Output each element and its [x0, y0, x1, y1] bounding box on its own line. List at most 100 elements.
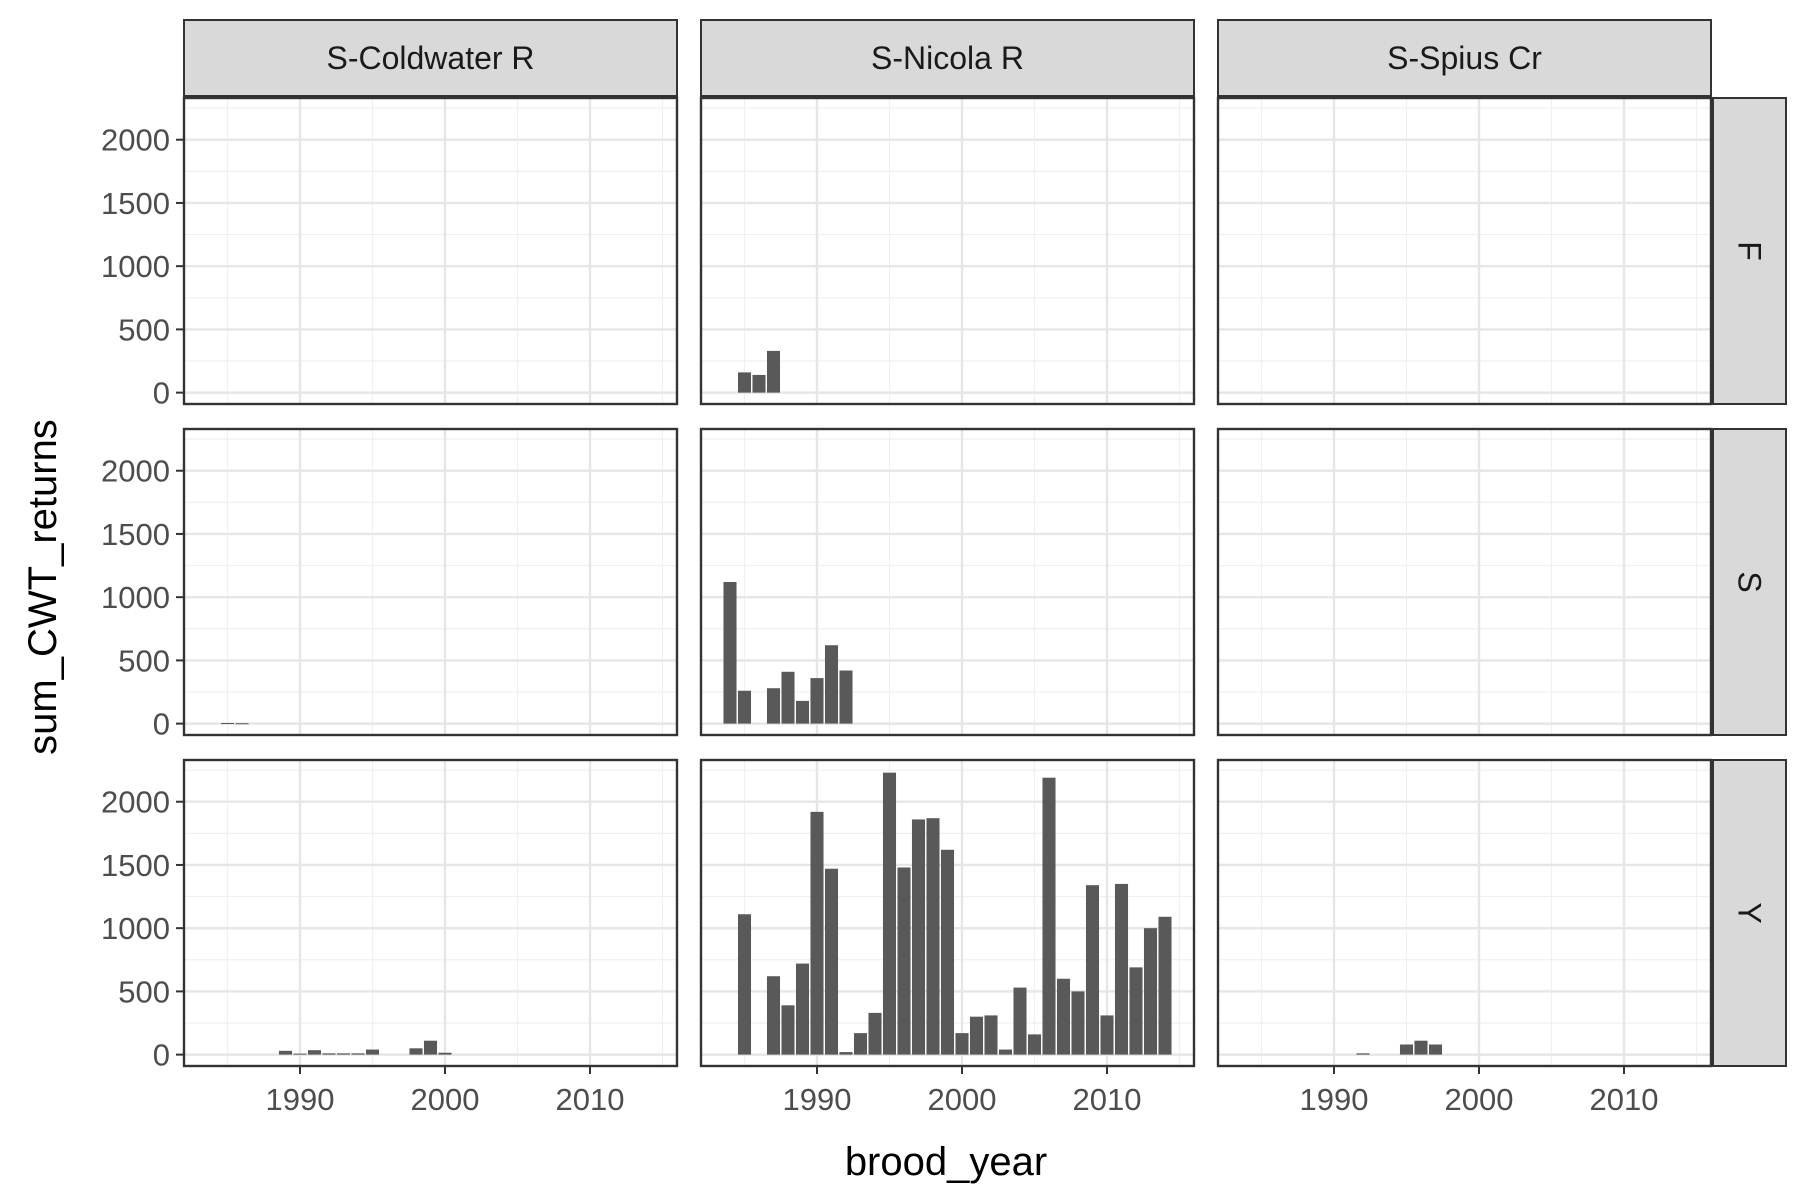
bar	[278, 1050, 293, 1055]
panel-border	[182, 758, 679, 1068]
y-tick-label: 1000	[101, 911, 170, 946]
bar	[723, 582, 737, 724]
panel-border	[1216, 96, 1713, 406]
bar	[969, 1016, 984, 1055]
bar	[307, 1050, 322, 1055]
column-strip-s-nicola-r	[700, 19, 1195, 97]
column-strip-label: S-Nicola R	[871, 40, 1024, 76]
bar	[940, 849, 955, 1055]
x-tick-label: 2010	[556, 1082, 625, 1117]
bar	[766, 976, 781, 1055]
row-strip-s	[1712, 428, 1787, 736]
panel-s-coldwater-r-s: 0 500 1000 1500 2000	[101, 427, 679, 742]
y-tick-label: 1000	[101, 580, 170, 615]
x-tick-label: 2010	[1073, 1082, 1142, 1117]
y-tick-label: 500	[118, 643, 170, 678]
y-tick-label: 0	[153, 707, 170, 742]
panel-border	[699, 758, 1196, 1068]
y-tick-label: 0	[153, 376, 170, 411]
row-strip-label: Y	[1732, 902, 1768, 923]
panel-background	[184, 98, 677, 404]
panel-background	[1218, 760, 1711, 1066]
bar	[336, 1053, 351, 1055]
column-strip-label: S-Coldwater R	[326, 40, 534, 76]
bar	[351, 1053, 365, 1055]
panel-border	[699, 96, 1196, 406]
y-tick-label: 0	[153, 1038, 170, 1073]
bar	[1027, 1034, 1042, 1055]
bar	[984, 1015, 998, 1055]
bar	[810, 678, 824, 724]
panel-background	[701, 98, 1194, 404]
x-tick-label: 1990	[1300, 1082, 1369, 1117]
bar	[737, 372, 752, 393]
bar	[824, 868, 839, 1055]
bar	[1414, 1040, 1428, 1055]
bar	[868, 1012, 882, 1055]
bar	[810, 811, 824, 1055]
bar	[839, 1052, 853, 1055]
panel-s-spius-cr-s	[1216, 427, 1713, 737]
panel-s-coldwater-r-y: 0 500 1000 1500 2000 1990 2000 2010	[101, 758, 679, 1117]
bar	[365, 1049, 380, 1055]
x-tick-label: 2000	[928, 1082, 997, 1117]
x-axis-title: brood_year	[845, 1140, 1047, 1184]
bar	[438, 1052, 452, 1055]
bar	[322, 1053, 336, 1055]
y-tick-label: 1000	[101, 249, 170, 284]
panel-s-nicola-r-s	[699, 427, 1196, 737]
panel-border	[182, 427, 679, 737]
bar	[926, 818, 940, 1055]
bar	[1042, 777, 1056, 1055]
bar	[737, 690, 752, 724]
y-tick-label: 1500	[101, 517, 170, 552]
panel-border	[1216, 427, 1713, 737]
column-strip-s-coldwater-r	[183, 19, 678, 97]
bar	[998, 1049, 1013, 1055]
bar	[293, 1053, 307, 1055]
panel-s-nicola-r-y: 1990 2000 2010	[699, 758, 1196, 1117]
bar	[781, 671, 795, 724]
panel-background	[1218, 429, 1711, 735]
bar	[795, 963, 810, 1055]
panel-background	[184, 429, 677, 735]
x-tick-label: 1990	[266, 1082, 335, 1117]
panel-s-coldwater-r-f: 0 500 1000 1500 2000	[101, 96, 679, 411]
panel-background	[1218, 98, 1711, 404]
y-tick-label: 2000	[101, 454, 170, 489]
bar	[1114, 883, 1129, 1055]
panel-s-nicola-r-f	[699, 96, 1196, 406]
bar	[1356, 1053, 1370, 1055]
bar	[1013, 987, 1027, 1055]
bar	[882, 772, 897, 1055]
row-strip-label: S	[1732, 571, 1768, 592]
row-strip-y	[1712, 759, 1787, 1067]
y-tick-label: 2000	[101, 785, 170, 820]
y-axis-title: sum_CWT_returns	[21, 419, 65, 755]
bar	[911, 819, 926, 1055]
bar	[955, 1033, 969, 1055]
panel-border	[699, 427, 1196, 737]
x-tick-label: 2000	[1445, 1082, 1514, 1117]
panel-s-spius-cr-f	[1216, 96, 1713, 406]
bar	[1158, 916, 1172, 1055]
y-tick-label: 500	[118, 312, 170, 347]
bar	[897, 867, 911, 1055]
bar	[423, 1040, 438, 1055]
bar	[1100, 1015, 1114, 1055]
bar	[839, 670, 853, 724]
y-tick-label: 500	[118, 974, 170, 1009]
bar	[1085, 885, 1100, 1055]
bar	[409, 1048, 423, 1055]
panel-border	[182, 96, 679, 406]
bar	[1399, 1044, 1414, 1055]
x-tick-label: 2010	[1590, 1082, 1659, 1117]
bar	[737, 914, 752, 1055]
column-strip-s-spius-cr	[1217, 19, 1712, 97]
bar	[1129, 967, 1143, 1055]
x-tick-label: 1990	[783, 1082, 852, 1117]
bar	[781, 1005, 795, 1055]
bar	[220, 722, 235, 724]
bar	[766, 350, 781, 393]
